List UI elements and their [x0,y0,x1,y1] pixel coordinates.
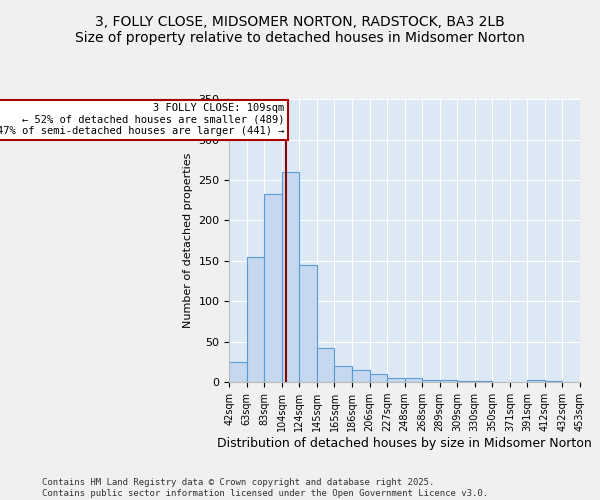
Bar [265,194,282,382]
Bar [457,380,475,382]
Bar [440,380,457,382]
Text: Contains HM Land Registry data © Crown copyright and database right 2025.
Contai: Contains HM Land Registry data © Crown c… [42,478,488,498]
Bar [404,378,422,382]
Bar [229,362,247,382]
Bar [317,348,334,382]
Bar [387,378,404,382]
Y-axis label: Number of detached properties: Number of detached properties [183,153,193,328]
Text: 3 FOLLY CLOSE: 109sqm
← 52% of detached houses are smaller (489)
47% of semi-det: 3 FOLLY CLOSE: 109sqm ← 52% of detached … [0,103,284,136]
Bar [334,366,352,382]
Bar [299,265,317,382]
Bar [422,380,440,382]
Bar [282,172,299,382]
Bar [527,380,545,382]
Bar [352,370,370,382]
X-axis label: Distribution of detached houses by size in Midsomer Norton: Distribution of detached houses by size … [217,437,592,450]
Bar [370,374,387,382]
Bar [247,257,265,382]
Text: 3, FOLLY CLOSE, MIDSOMER NORTON, RADSTOCK, BA3 2LB
Size of property relative to : 3, FOLLY CLOSE, MIDSOMER NORTON, RADSTOC… [75,15,525,45]
